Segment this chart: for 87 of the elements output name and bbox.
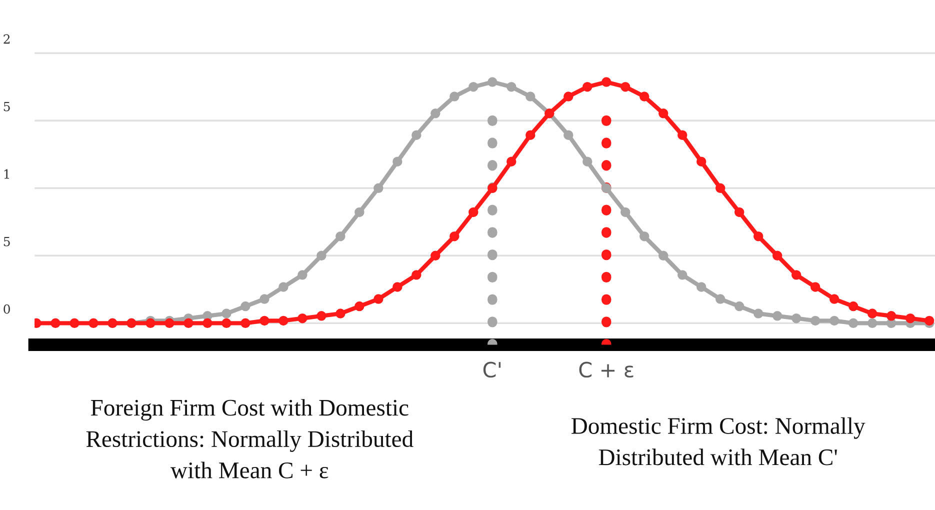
point	[696, 282, 706, 292]
point	[620, 82, 630, 92]
point	[392, 282, 402, 292]
point	[146, 318, 156, 328]
point	[753, 231, 764, 242]
point	[278, 282, 288, 292]
point	[772, 311, 782, 321]
point	[602, 183, 612, 193]
point	[374, 183, 384, 193]
point	[658, 250, 668, 261]
point	[582, 156, 592, 166]
point	[715, 183, 726, 193]
point	[468, 82, 478, 92]
point	[354, 301, 364, 312]
point	[336, 231, 346, 242]
point	[164, 318, 174, 328]
point	[829, 294, 840, 304]
point	[488, 77, 498, 87]
point	[848, 301, 858, 312]
point	[450, 231, 460, 242]
point	[412, 130, 422, 140]
point	[696, 156, 706, 166]
point	[924, 316, 934, 326]
point	[582, 82, 592, 92]
point	[430, 108, 440, 118]
text: 0	[4, 304, 10, 314]
point	[526, 130, 536, 140]
point	[354, 207, 364, 218]
point	[240, 301, 250, 312]
point	[772, 250, 782, 261]
x-tick-label: C'	[483, 362, 501, 378]
point	[848, 318, 858, 328]
point	[222, 308, 232, 318]
point	[640, 231, 650, 242]
point	[658, 108, 668, 118]
x-tick-label: C + ε	[579, 362, 634, 378]
point	[677, 130, 688, 140]
point	[564, 92, 574, 102]
point	[829, 316, 840, 326]
point	[336, 308, 346, 318]
point	[734, 207, 744, 218]
point	[526, 92, 536, 102]
point	[260, 294, 270, 304]
point	[298, 313, 308, 324]
point	[88, 318, 98, 328]
point	[867, 318, 878, 328]
point	[240, 318, 250, 328]
point	[886, 311, 896, 321]
point	[468, 207, 478, 218]
point	[602, 77, 612, 87]
point	[412, 270, 422, 280]
point	[450, 92, 460, 102]
point	[70, 318, 80, 328]
text: 1	[4, 169, 10, 179]
point	[260, 316, 270, 326]
point	[316, 250, 326, 261]
text: 5	[4, 102, 10, 112]
point	[202, 318, 212, 328]
point	[791, 270, 802, 280]
point	[715, 294, 726, 304]
point	[677, 270, 688, 280]
point	[506, 82, 516, 92]
point	[374, 294, 384, 304]
point	[564, 130, 574, 140]
point	[753, 308, 764, 318]
point	[640, 92, 650, 102]
text: Domestic Firm Cost: Normally Distributed with Mean C'	[572, 417, 866, 466]
text: 5	[4, 236, 10, 246]
point	[791, 313, 802, 324]
point	[184, 318, 194, 328]
point	[222, 318, 232, 328]
point	[905, 313, 916, 324]
text: 2	[4, 34, 10, 44]
point	[430, 250, 440, 261]
point	[810, 316, 820, 326]
point	[488, 183, 498, 193]
point	[810, 282, 820, 292]
point	[392, 156, 402, 166]
point	[506, 156, 516, 166]
text: Foreign Firm Cost with Domestic Restrictions: Normally Distributed with Mean C + ε	[86, 399, 414, 478]
point	[50, 318, 60, 328]
point	[734, 301, 744, 312]
point	[867, 308, 878, 318]
point	[278, 316, 288, 326]
point	[316, 311, 326, 321]
point	[620, 207, 630, 218]
point	[298, 270, 308, 280]
